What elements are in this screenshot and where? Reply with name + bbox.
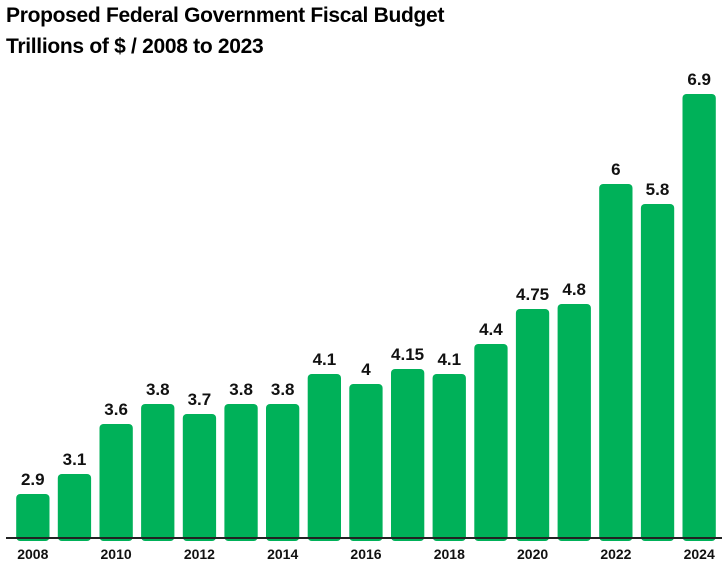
bar-value-label-2017: 4.15	[391, 345, 424, 364]
bar-value-label-2022: 6	[611, 160, 620, 179]
x-axis-tick-labels: 2008 2010 2012 2014 2016 2018 2020 2022 2024	[17, 546, 715, 562]
x-tick-label-2008: 2008	[17, 546, 48, 562]
bar-2019	[474, 344, 508, 541]
x-tick-label-2018: 2018	[434, 546, 465, 562]
bar-2008	[16, 494, 50, 541]
bar-2013	[224, 404, 258, 541]
bar-value-label-2018: 4.1	[437, 350, 461, 369]
bar-value-label-2009: 3.1	[63, 450, 87, 469]
bar-2015	[307, 374, 341, 541]
bar-2010	[99, 424, 133, 541]
bar-value-label-2016: 4	[361, 360, 371, 379]
bar-value-label-2020: 4.75	[516, 285, 549, 304]
bar-2022	[599, 184, 633, 541]
bar-value-label-2010: 3.6	[104, 400, 128, 419]
bar-value-label-2013: 3.8	[229, 380, 253, 399]
x-tick-label-2010: 2010	[101, 546, 132, 562]
bar-2014	[266, 404, 300, 541]
bar-value-label-2008: 2.9	[21, 470, 45, 489]
bar-2023	[640, 204, 675, 541]
bar-value-label-2024: 6.9	[687, 70, 711, 89]
chart-titles: Proposed Federal Government Fiscal Budge…	[6, 0, 444, 62]
bars-group	[16, 94, 716, 541]
x-tick-label-2014: 2014	[267, 546, 298, 562]
bar-2017	[391, 369, 425, 541]
bar-value-labels: 2.9 3.1 3.6 3.8 3.7 3.8 3.8 4.1 4 4.15 4.1 4.4 4.75 4…	[21, 70, 711, 489]
x-tick-label-2020: 2020	[517, 546, 548, 562]
bar-value-label-2015: 4.1	[313, 350, 337, 369]
x-tick-label-2024: 2024	[684, 546, 715, 562]
x-tick-label-2016: 2016	[350, 546, 381, 562]
bar-2020	[515, 309, 550, 541]
bar-2011	[141, 404, 175, 541]
bar-value-label-2019: 4.4	[479, 320, 503, 339]
x-tick-label-2022: 2022	[600, 546, 631, 562]
x-tick-label-2012: 2012	[184, 546, 215, 562]
bar-value-label-2011: 3.8	[146, 380, 170, 399]
bar-2009	[57, 474, 92, 541]
bar-value-label-2021: 4.8	[562, 280, 586, 299]
bar-value-label-2023: 5.8	[646, 180, 670, 199]
bar-2018	[432, 374, 466, 541]
bar-2021	[557, 304, 591, 541]
bar-2016	[349, 384, 383, 541]
bar-2024	[682, 94, 716, 541]
bar-value-label-2014: 3.8	[271, 380, 295, 399]
chart-title: Proposed Federal Government Fiscal Budge…	[6, 4, 445, 27]
bar-value-label-2012: 3.7	[188, 390, 212, 409]
chart-subtitle: Trillions of $ / 2008 to 2023	[6, 35, 264, 58]
bar-2012	[182, 414, 217, 541]
